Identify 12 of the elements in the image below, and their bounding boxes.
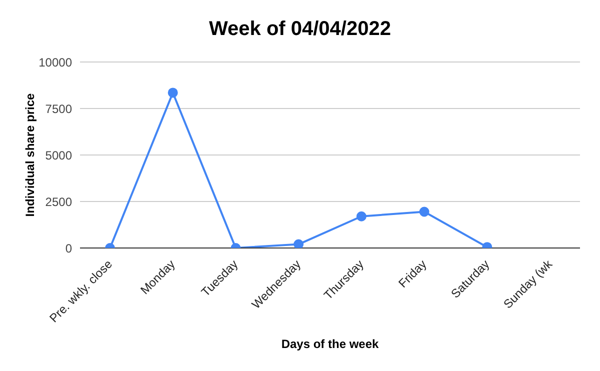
x-axis-title: Days of the week: [280, 337, 380, 351]
chart-title: Week of 04/04/2022: [208, 18, 392, 41]
y-tick-label: 0: [65, 241, 72, 256]
y-tick-label: 5000: [45, 148, 72, 162]
point: [168, 88, 178, 98]
point: [294, 239, 304, 248]
point: [419, 206, 430, 217]
y-tick-label: 10000: [38, 55, 72, 70]
y-tick-label: 2500: [45, 194, 72, 209]
y-tick-label: 7500: [45, 102, 72, 116]
y-axis-title: Individual share price: [23, 93, 37, 217]
point: [356, 211, 366, 222]
